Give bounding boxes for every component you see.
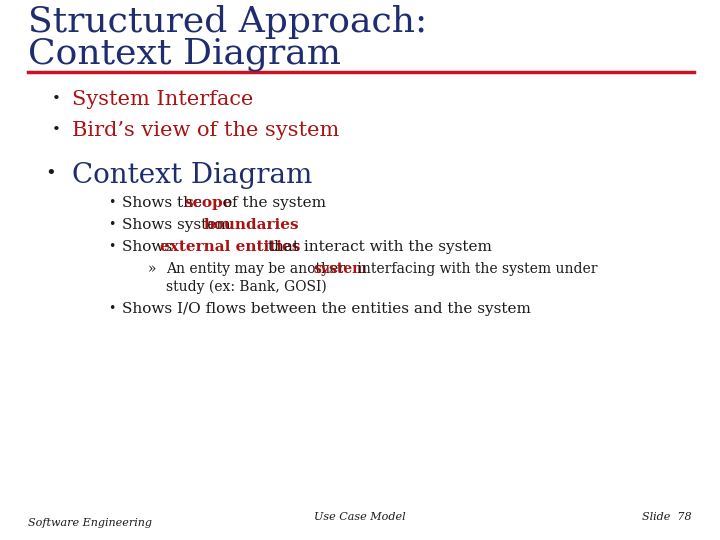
Text: Shows system: Shows system: [122, 218, 235, 232]
Text: •: •: [108, 196, 115, 209]
Text: •: •: [108, 240, 115, 253]
Text: Context Diagram: Context Diagram: [28, 37, 341, 71]
Text: •: •: [108, 218, 115, 231]
Text: scope: scope: [184, 196, 233, 210]
Text: •: •: [45, 165, 55, 183]
Text: boundaries: boundaries: [204, 218, 300, 232]
Text: •: •: [52, 92, 61, 106]
Text: interfacing with the system under: interfacing with the system under: [353, 262, 598, 276]
Text: external entities: external entities: [160, 240, 300, 254]
Text: System Interface: System Interface: [72, 90, 253, 109]
Text: Context Diagram: Context Diagram: [72, 162, 312, 189]
Text: »: »: [148, 262, 156, 276]
Text: system: system: [313, 262, 367, 276]
Text: of the system: of the system: [218, 196, 326, 210]
Text: that interact with the system: that interact with the system: [263, 240, 492, 254]
Text: Shows: Shows: [122, 240, 177, 254]
Text: Shows the: Shows the: [122, 196, 207, 210]
Text: Bird’s view of the system: Bird’s view of the system: [72, 121, 339, 140]
Text: Structured Approach:: Structured Approach:: [28, 5, 427, 39]
Text: Shows I/O flows between the entities and the system: Shows I/O flows between the entities and…: [122, 302, 531, 316]
Text: •: •: [52, 123, 61, 137]
Text: Software Engineering: Software Engineering: [28, 518, 152, 528]
Text: An entity may be another: An entity may be another: [166, 262, 349, 276]
Text: Slide  78: Slide 78: [642, 512, 692, 522]
Text: Use Case Model: Use Case Model: [314, 512, 406, 522]
Text: study (ex: Bank, GOSI): study (ex: Bank, GOSI): [166, 280, 327, 294]
Text: •: •: [108, 302, 115, 315]
